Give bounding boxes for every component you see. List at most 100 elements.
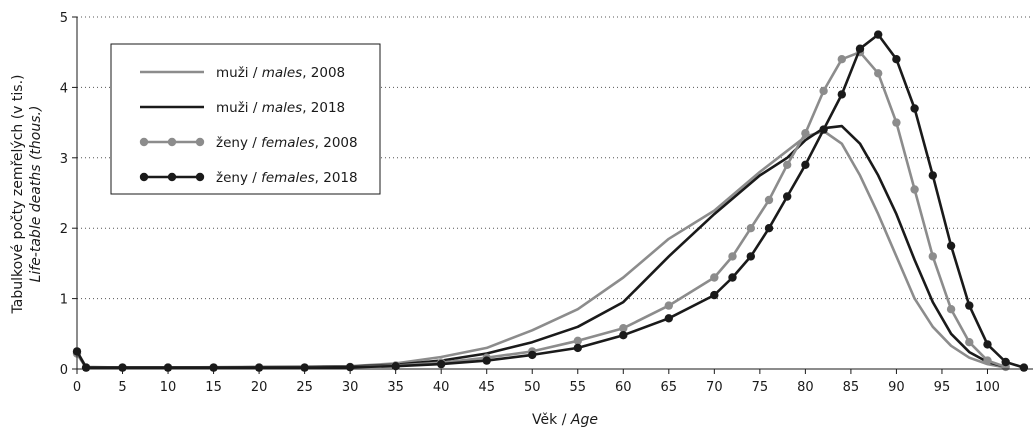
series-eny-females-2018-point-4 <box>209 363 218 372</box>
series-eny-females-2018-point-1 <box>81 363 91 372</box>
series-eny-females-2018-point-8 <box>391 362 400 371</box>
legend-item-4-marker-0 <box>139 172 149 182</box>
x-axis-title-italic: Age <box>570 412 598 428</box>
series-eny-females-2018-point-24 <box>874 30 883 39</box>
series-eny-females-2008-point-21 <box>819 86 828 96</box>
y-tick-label-1: 1 <box>60 293 68 308</box>
legend-item-2-label: muži / males, 2018 <box>216 100 345 116</box>
series-eny-females-2018-point-9 <box>437 359 446 369</box>
series-eny-females-2018-point-13 <box>619 331 628 340</box>
legend-item-3-label-ital: females <box>261 135 315 151</box>
series-eny-females-2008-point-13 <box>619 324 628 333</box>
legend-item-3-marker-2 <box>195 137 205 147</box>
series-eny-females-2018-point-23 <box>855 44 865 53</box>
legend-item-3-marker-1 <box>167 137 177 147</box>
series-eny-females-2018-point-11 <box>528 350 537 360</box>
series-eny-females-2008-point-22 <box>837 55 846 64</box>
legend-item-4-label: ženy / females, 2018 <box>216 170 358 186</box>
series-eny-females-2018-point-10 <box>482 356 491 365</box>
x-tick-label-0: 0 <box>73 380 81 395</box>
x-tick-label-65: 65 <box>661 380 678 395</box>
x-tick-label-45: 45 <box>478 380 495 395</box>
grid-layer <box>77 16 1033 300</box>
legend-item-1-label-pre: muži / <box>216 65 262 81</box>
series-eny-females-2018-point-30 <box>983 340 992 349</box>
series-eny-females-2018-point-20 <box>801 160 810 169</box>
series-eny-females-2018-point-16 <box>728 273 737 282</box>
x-axis-title-main: Věk / <box>532 412 571 428</box>
series-eny-females-2018-point-26 <box>910 104 919 113</box>
x-tick-label-50: 50 <box>524 380 541 395</box>
series-eny-females-2008-point-12 <box>573 336 582 345</box>
legend-item-3-label: ženy / females, 2008 <box>216 135 358 151</box>
x-tick-label-25: 25 <box>296 380 313 395</box>
series-eny-females-2008-point-17 <box>746 224 755 233</box>
legend-item-1: muži / males, 2008 <box>140 65 345 81</box>
x-tick-label-85: 85 <box>843 380 860 395</box>
series-eny-females-2018-point-3 <box>163 363 173 372</box>
x-tick-label-20: 20 <box>251 380 268 395</box>
legend-item-1-label: muži / males, 2008 <box>216 65 345 81</box>
legend-item-3: ženy / females, 2008 <box>139 135 358 151</box>
series-eny-females-2018-point-21 <box>819 125 828 134</box>
x-tick-label-80: 80 <box>797 380 814 395</box>
series-eny-females-2008-point-24 <box>874 69 883 78</box>
y-axis-title-line1: Tabulkové počty zemřelých (v tis.) <box>10 75 26 315</box>
series-eny-females-2008-point-19 <box>783 160 792 169</box>
legend-item-4-label-pre: ženy / <box>216 170 261 186</box>
legend-item-2-label-ital: males <box>262 100 303 116</box>
series-eny-females-2018-point-22 <box>837 90 846 99</box>
series-eny-females-2008-point-27 <box>928 252 937 261</box>
x-tick-label-30: 30 <box>342 380 359 395</box>
x-tick-label-10: 10 <box>160 380 177 395</box>
series-eny-females-2018-point-15 <box>710 290 719 300</box>
y-tick-label-0: 0 <box>60 363 68 378</box>
series-eny-females-2008-point-18 <box>764 195 774 205</box>
series-eny-females-2018-point-2 <box>118 363 127 372</box>
legend-item-3-label-pre: ženy / <box>216 135 261 151</box>
series-eny-females-2018-point-18 <box>764 224 774 233</box>
x-tick-label-40: 40 <box>433 380 450 395</box>
series-eny-females-2018-point-17 <box>746 252 755 261</box>
series-eny-females-2008-point-28 <box>946 305 956 314</box>
series-eny-females-2018-point-27 <box>928 171 937 180</box>
series-eny-females-2008-point-29 <box>965 338 974 347</box>
y-tick-label-5: 5 <box>60 11 68 26</box>
series-eny-females-2008-point-30 <box>983 356 992 365</box>
x-tick-label-70: 70 <box>706 380 723 395</box>
legend-item-4-label-post: , 2018 <box>315 170 358 186</box>
series-eny-females-2008-point-14 <box>664 301 673 310</box>
series-eny-females-2018 <box>72 30 1029 372</box>
x-tick-label-5: 5 <box>118 380 126 395</box>
y-tick-label-2: 2 <box>60 222 68 237</box>
x-tick-label-15: 15 <box>205 380 222 395</box>
legend-item-2-label-pre: muži / <box>216 100 262 116</box>
legend-item-4-marker-2 <box>195 172 205 182</box>
y-axis-title-line2: Life-table deaths (thous.) <box>28 106 44 283</box>
series-eny-females-2018-point-6 <box>300 363 309 372</box>
x-tick-label-35: 35 <box>387 380 404 395</box>
x-tick-label-55: 55 <box>569 380 586 395</box>
series-eny-females-2008-point-25 <box>892 118 901 127</box>
series-eny-females-2018-point-29 <box>965 301 974 310</box>
legend-item-4-marker-1 <box>167 172 177 182</box>
legend-item-1-label-ital: males <box>262 65 303 81</box>
legend-item-4-label-ital: females <box>261 170 315 186</box>
legend-item-4: ženy / females, 2018 <box>139 170 358 186</box>
y-tick-label-4: 4 <box>60 81 68 96</box>
legend-box <box>110 43 381 195</box>
legend-item-2-label-post: , 2018 <box>302 100 345 116</box>
x-tick-label-90: 90 <box>888 380 905 395</box>
x-tick-label-75: 75 <box>752 380 769 395</box>
x-tick-label-60: 60 <box>615 380 632 395</box>
x-tick-label-95: 95 <box>934 380 951 395</box>
legend-item-1-label-post: , 2008 <box>302 65 345 81</box>
legend-item-3-marker-0 <box>139 137 149 147</box>
series-layer <box>72 30 1029 372</box>
series-eny-females-2018-point-25 <box>892 55 901 64</box>
series-eny-females-2018-point-19 <box>783 192 792 201</box>
